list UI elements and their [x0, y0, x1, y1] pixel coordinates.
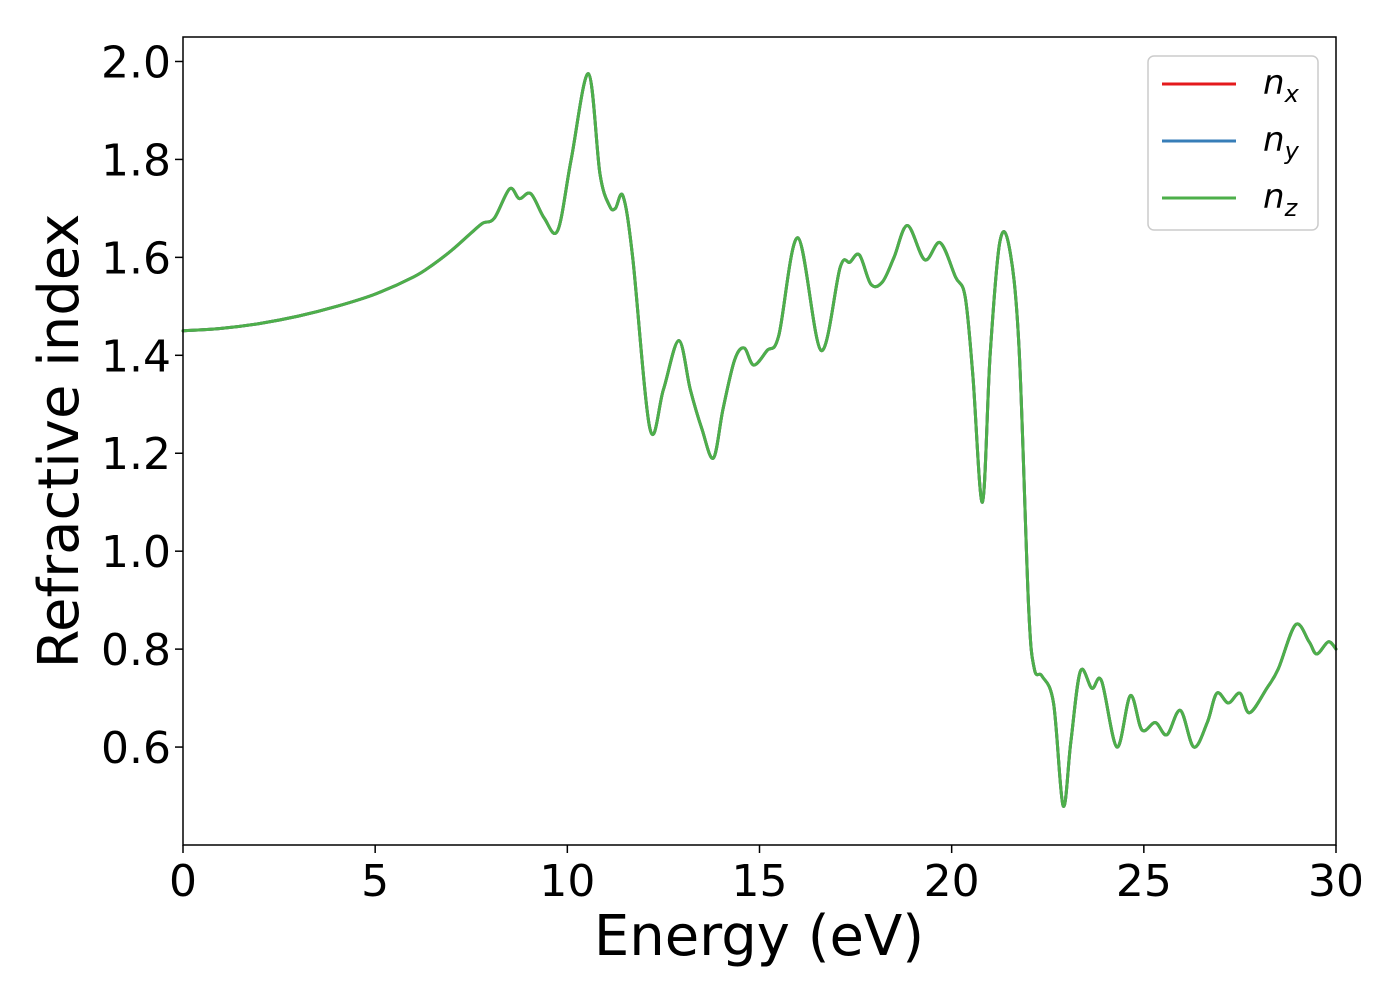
series-layer: [181, 72, 1338, 808]
y-tick-label: 1.4: [101, 331, 171, 382]
y-tick-label: 0.8: [101, 625, 171, 676]
x-tick-label: 25: [1116, 856, 1172, 907]
x-tick-label: 30: [1308, 856, 1364, 907]
y-axis-label: Refractive index: [27, 214, 92, 669]
x-tick-label: 10: [539, 856, 595, 907]
y-tick-label: 2.0: [101, 37, 171, 88]
x-tick-label: 5: [361, 856, 389, 907]
legend-box: [1147, 55, 1319, 231]
x-axis: 0 5 10 15 20 25 30: [169, 845, 1364, 907]
y-tick-label: 1.8: [101, 135, 171, 186]
y-axis: 0.6 0.8 1.0 1.2 1.4 1.6 1.8 2.0: [101, 37, 183, 774]
y-tick-label: 1.6: [101, 233, 171, 284]
y-tick-label: 1.2: [101, 429, 171, 480]
series-line-nz: [181, 72, 1338, 808]
x-tick-label: 20: [924, 856, 980, 907]
y-tick-label: 0.6: [101, 723, 171, 774]
y-tick-label: 1.0: [101, 527, 171, 578]
x-tick-label: 0: [169, 856, 197, 907]
x-axis-label: Energy (eV): [594, 904, 924, 969]
x-tick-label: 15: [732, 856, 788, 907]
